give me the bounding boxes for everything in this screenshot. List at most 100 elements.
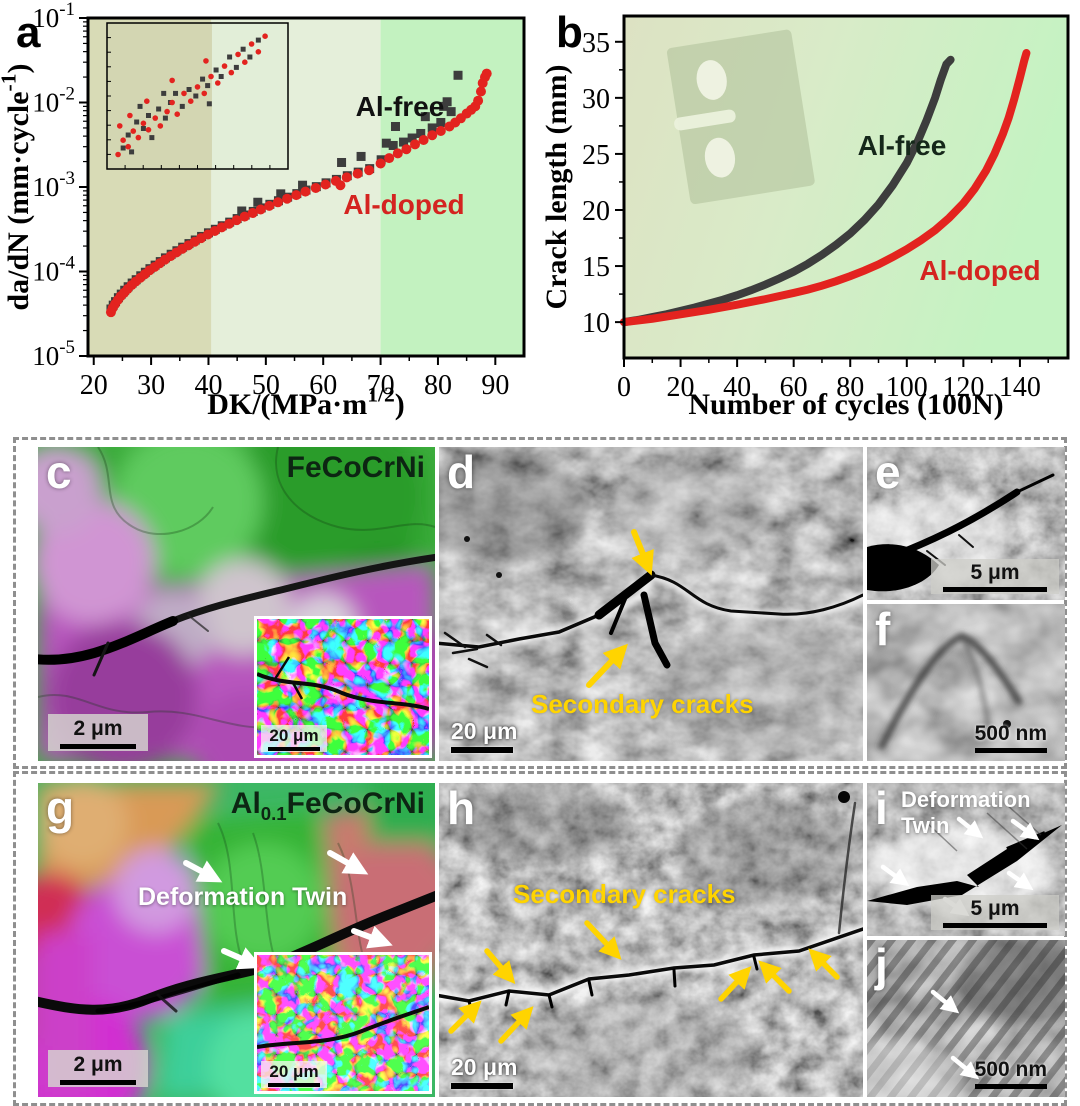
sem-image-h <box>439 783 863 1097</box>
svg-text:70: 70 <box>367 370 395 401</box>
svg-text:40: 40 <box>194 370 222 401</box>
inset-scale-bar-g: 20 μm <box>261 1061 327 1088</box>
panel-g-label: g <box>46 783 75 834</box>
panel-e-sem: e 5 μm <box>867 447 1065 600</box>
scale-bar-line <box>943 587 1047 592</box>
panel-f-sem: f 500 nm <box>867 604 1065 761</box>
panel-g-inset-ebsd: 20 μm <box>254 952 432 1094</box>
panel-i-label: i <box>875 783 888 834</box>
panel-i-sem: i Deformation Twin 5 μm <box>867 783 1065 936</box>
scale-bar-i: 5 μm <box>931 895 1059 930</box>
svg-text:Al-doped: Al-doped <box>343 189 464 220</box>
panel-f-label: f <box>875 604 891 655</box>
svg-text:Crack length (mm): Crack length (mm) <box>540 65 573 310</box>
curve-Al-doped <box>620 49 1031 327</box>
panel-c-title: FeCoCrNi <box>286 451 425 484</box>
svg-text:50: 50 <box>252 370 280 401</box>
scale-bar-line <box>60 1080 136 1085</box>
panel-c-inset-ebsd: 20 μm <box>254 616 432 758</box>
svg-text:80: 80 <box>836 372 864 403</box>
svg-text:10-3: 10-3 <box>32 168 75 202</box>
sem-image-f <box>867 604 1065 761</box>
scale-bar-e: 5 μm <box>931 559 1059 594</box>
panel-g-title: Al0.1FeCoCrNi <box>230 787 425 824</box>
arrow-icons-d <box>586 529 654 688</box>
scale-bar-d: 20 μm <box>451 718 518 753</box>
panel-e-label: e <box>875 447 901 498</box>
svg-text:100: 100 <box>886 372 928 403</box>
svg-text:Number of cycles (100N): Number of cycles (100N) <box>688 388 1003 421</box>
sem-image-j <box>867 940 1065 1097</box>
svg-text:da/dN (mm·cycle-1): da/dN (mm·cycle-1) <box>0 63 35 310</box>
inset-scale-bar-c: 20 μm <box>261 725 327 752</box>
scale-bar-f: 500 nm <box>963 720 1059 755</box>
scale-bar-line <box>451 1083 513 1089</box>
svg-text:40: 40 <box>723 372 751 403</box>
panel-h-sem: h Secondary cracks 20 μm <box>439 783 863 1097</box>
svg-text:60: 60 <box>780 372 808 403</box>
svg-text:20: 20 <box>582 196 610 227</box>
panel-h-label: h <box>447 783 476 834</box>
svg-text:25: 25 <box>582 140 610 171</box>
panel-g-ebsd: g Al0.1FeCoCrNi Deformation Twin 2 μm 20… <box>38 783 435 1097</box>
svg-text:10-1: 10-1 <box>32 0 75 33</box>
series-Al-doped <box>105 68 492 318</box>
svg-text:80: 80 <box>424 370 452 401</box>
svg-text:15: 15 <box>582 252 610 283</box>
panel-d-label: d <box>447 447 476 498</box>
scale-bar-line <box>268 747 320 751</box>
svg-text:10-2: 10-2 <box>32 83 75 117</box>
svg-text:120: 120 <box>942 372 984 403</box>
svg-text:20: 20 <box>80 370 108 401</box>
panel-j-label: j <box>875 940 888 991</box>
sem-image-d <box>439 447 863 761</box>
arrow-icons-h <box>448 920 840 1044</box>
svg-text:DK/(MPa·m1/2): DK/(MPa·m1/2) <box>207 382 405 421</box>
scale-bar-line <box>943 923 1047 928</box>
svg-text:10: 10 <box>582 308 610 339</box>
svg-text:30: 30 <box>582 84 610 115</box>
inset-chart <box>106 22 289 170</box>
scale-bar-h: 20 μm <box>451 1054 518 1089</box>
svg-text:60: 60 <box>309 370 337 401</box>
svg-text:90: 90 <box>481 370 509 401</box>
panel-b-chart: 0 20 40 60 80 100 120 140 10 15 20 25 30 35 Number of … <box>540 14 1070 421</box>
panel-c-ebsd: c FeCoCrNi 2 μm 20 μm <box>38 447 435 761</box>
secondary-cracks-annotation: Secondary cracks <box>513 879 736 909</box>
scale-bar-line <box>974 1084 1047 1089</box>
scale-bar-line <box>268 1083 320 1087</box>
scale-bar-line <box>974 748 1047 753</box>
svg-text:35: 35 <box>582 28 610 59</box>
secondary-cracks-annotation: Secondary cracks <box>531 689 754 719</box>
scale-bar-line <box>60 744 136 749</box>
group-al-fecocrni: g Al0.1FeCoCrNi Deformation Twin 2 μm 20… <box>13 771 1067 1106</box>
svg-text:10-4: 10-4 <box>32 252 75 286</box>
panel-d-sem: d Secondary cracks 20 μm <box>439 447 863 761</box>
deformation-twin-annotation: Deformation Twin <box>138 883 348 911</box>
panel-c-label: c <box>46 447 72 498</box>
panel-a-letter: a <box>16 8 41 57</box>
svg-text:Al-free: Al-free <box>356 91 445 122</box>
crack-d <box>439 570 863 669</box>
svg-text:0: 0 <box>617 372 631 403</box>
svg-text:140: 140 <box>999 372 1041 403</box>
scale-bar-c: 2 μm <box>48 714 148 751</box>
svg-text:Al-free: Al-free <box>858 130 947 161</box>
arrow-icons-g <box>183 850 393 970</box>
crack-c <box>38 553 435 677</box>
arrow-icons-j <box>930 989 980 1080</box>
svg-text:Al-doped: Al-doped <box>919 255 1040 286</box>
deformation-twin-annotation: Deformation Twin <box>901 787 1031 838</box>
scale-bar-line <box>451 747 513 753</box>
panel-j-sem: j 500 nm <box>867 940 1065 1097</box>
group-fecocrni: c FeCoCrNi 2 μm 20 μm <box>13 437 1067 769</box>
scale-bar-j: 500 nm <box>963 1056 1059 1091</box>
svg-text:30: 30 <box>137 370 165 401</box>
scale-bar-g: 2 μm <box>48 1050 148 1087</box>
svg-text:20: 20 <box>667 372 695 403</box>
svg-text:10-5: 10-5 <box>32 337 75 371</box>
panel-a-chart: 20 30 40 50 60 70 80 90 10-5 10-4 10-3 10-2 10-1 DK/(… <box>0 0 526 421</box>
ct-specimen-icon <box>666 29 815 205</box>
panel-b-letter: b <box>556 8 583 57</box>
